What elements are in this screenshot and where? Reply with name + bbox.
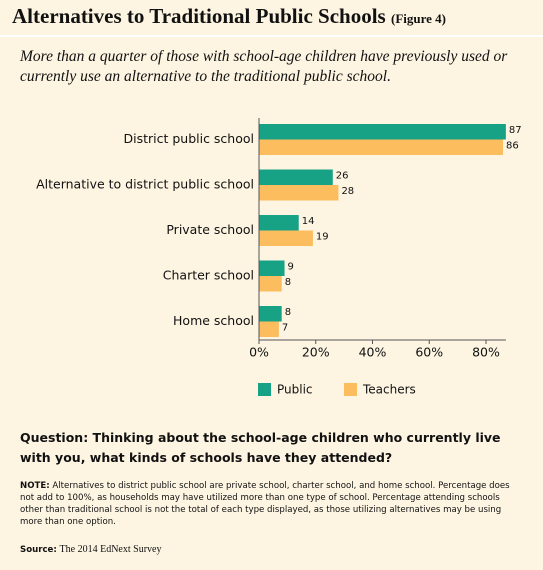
value-label: 28	[341, 186, 354, 197]
bar	[259, 185, 339, 201]
x-tick-label: 20%	[302, 345, 330, 360]
note-block: NOTE: Alternatives to district public sc…	[20, 480, 525, 528]
subtitle: More than a quarter of those with school…	[20, 48, 508, 85]
chart-title: Alternatives to Traditional Public Schoo…	[12, 4, 386, 28]
x-tick-label: 40%	[359, 345, 387, 360]
bar	[259, 139, 504, 155]
x-tick-label: 60%	[415, 345, 443, 360]
source-text: The 2014 EdNext Survey	[59, 544, 162, 555]
value-label: 8	[285, 307, 291, 318]
value-label: 87	[509, 125, 522, 136]
category-label: Private school	[166, 222, 254, 237]
bar	[259, 124, 506, 140]
legend-label: Teachers	[362, 383, 416, 397]
category-label: District public school	[123, 131, 254, 146]
value-label: 8	[285, 277, 291, 288]
category-label: Alternative to district public school	[36, 177, 254, 192]
x-tick-label: 0%	[249, 345, 269, 360]
value-label: 86	[506, 140, 519, 151]
legend-swatch	[344, 383, 357, 396]
bar	[259, 260, 285, 276]
bar	[259, 306, 282, 322]
legend-label: Public	[277, 383, 313, 397]
value-label: 26	[336, 170, 349, 181]
x-tick-label: 80%	[472, 345, 500, 360]
legend-swatch	[258, 383, 271, 396]
value-label: 9	[288, 261, 294, 272]
question: Question: Thinking about the school-age …	[20, 430, 501, 465]
source-block: Source: The 2014 EdNext Survey	[20, 544, 161, 555]
category-label: Charter school	[163, 268, 254, 283]
bar	[259, 230, 313, 246]
chart-title-block: Alternatives to Traditional Public Schoo…	[12, 4, 446, 29]
bar	[259, 215, 299, 231]
value-label: 7	[282, 322, 288, 333]
note-text: Alternatives to district public school a…	[20, 481, 510, 527]
bar	[259, 276, 282, 292]
source-label: Source:	[20, 545, 57, 555]
note-label: NOTE:	[20, 481, 50, 491]
figure-label: (Figure 4)	[390, 11, 446, 26]
bar	[259, 169, 333, 185]
bar	[259, 321, 279, 337]
value-label: 14	[302, 216, 315, 227]
value-label: 19	[316, 231, 329, 242]
category-label: Home school	[173, 313, 254, 328]
